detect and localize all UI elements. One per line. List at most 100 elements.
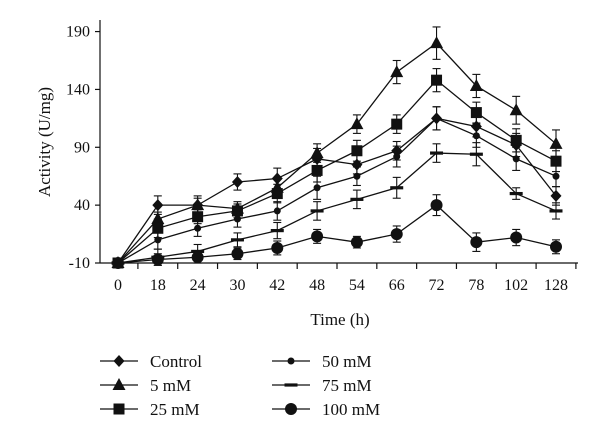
- data-point: [550, 240, 562, 253]
- data-point: [313, 184, 321, 192]
- data-point: [194, 224, 202, 232]
- data-point: [154, 236, 162, 244]
- x-tick-label: 30: [229, 277, 245, 294]
- x-tick-label: 42: [269, 277, 285, 294]
- series-line: [117, 79, 557, 264]
- legend-item: 75 mM: [272, 376, 372, 395]
- data-point: [430, 36, 444, 49]
- legend-label: 25 mM: [150, 400, 200, 419]
- legend-item: 25 mM: [100, 400, 200, 419]
- x-tick-label: 24: [190, 277, 206, 294]
- data-point: [350, 117, 364, 130]
- legend-marker: [287, 357, 295, 365]
- legend-label: 100 mM: [322, 400, 380, 419]
- legend-marker: [113, 403, 125, 415]
- x-tick-label: 78: [468, 277, 484, 294]
- data-point: [391, 118, 403, 130]
- data-point: [509, 103, 523, 116]
- data-point: [549, 209, 563, 213]
- x-tick-label: 66: [389, 277, 405, 294]
- chart-axes: -10 40 90 140 190 0 18 24 30 42 48 54 66 72 78 102 128: [66, 20, 578, 294]
- y-tick-label: 40: [74, 197, 90, 214]
- legend-marker: [284, 383, 298, 387]
- series-circle: [112, 194, 562, 269]
- data-point: [152, 222, 164, 234]
- data-point: [550, 155, 562, 167]
- legend-label: 75 mM: [322, 376, 372, 395]
- data-point: [231, 176, 243, 188]
- legend-item: Control: [100, 352, 202, 371]
- legend-marker: [285, 403, 297, 415]
- data-point: [151, 253, 164, 266]
- series-triangle: [111, 26, 563, 268]
- data-point: [192, 211, 204, 223]
- series-square: [112, 68, 562, 269]
- data-point: [549, 136, 563, 149]
- data-point: [152, 199, 164, 212]
- data-point: [271, 241, 284, 254]
- data-point: [390, 228, 403, 241]
- data-point: [151, 212, 165, 225]
- data-point: [230, 238, 244, 242]
- x-tick-label: 18: [150, 277, 166, 294]
- data-point: [472, 132, 480, 140]
- data-point: [351, 145, 363, 157]
- legend-label: 5 mM: [150, 376, 191, 395]
- data-point: [469, 152, 483, 156]
- data-point: [510, 231, 523, 244]
- data-point: [191, 198, 205, 211]
- data-point: [550, 189, 562, 202]
- chart-legend: Control 5 mM 25 mM 50 mM 75 mM 100 mM: [100, 352, 380, 419]
- legend-label: Control: [150, 352, 202, 371]
- data-point: [350, 236, 363, 249]
- data-point: [470, 236, 483, 249]
- data-point: [310, 146, 324, 159]
- x-tick-label: 72: [429, 277, 445, 294]
- legend-marker: [113, 355, 125, 367]
- data-point: [509, 191, 523, 196]
- x-tick-label: 102: [504, 277, 528, 294]
- data-point: [270, 229, 284, 233]
- x-axis-label: Time (h): [310, 310, 369, 329]
- y-tick-label: -10: [69, 255, 90, 272]
- data-point: [311, 164, 323, 176]
- legend-marker: [112, 378, 126, 390]
- legend-item: 50 mM: [272, 352, 372, 371]
- data-point: [469, 78, 483, 91]
- data-point: [310, 209, 324, 213]
- data-point: [430, 199, 443, 212]
- data-point: [433, 114, 441, 122]
- y-tick-label: 90: [74, 139, 90, 156]
- data-point: [390, 186, 404, 190]
- data-point: [552, 172, 560, 180]
- data-point: [512, 155, 520, 163]
- data-point: [470, 107, 482, 119]
- legend-label: 50 mM: [322, 352, 372, 371]
- series-line: [117, 42, 557, 264]
- series-small-circle: [114, 106, 560, 267]
- data-point: [510, 134, 522, 146]
- data-point: [350, 197, 364, 201]
- y-axis-label: Activity (U/mg): [35, 87, 54, 197]
- series-diamond: [112, 106, 562, 269]
- data-point: [233, 215, 241, 223]
- data-point: [191, 251, 204, 264]
- data-point: [311, 230, 324, 243]
- x-tick-label: 48: [309, 277, 325, 294]
- data-point: [430, 151, 444, 155]
- x-tick-label: 128: [544, 277, 568, 294]
- data-point: [353, 172, 361, 180]
- data-point: [393, 153, 401, 161]
- data-point: [271, 188, 283, 200]
- y-tick-label: 140: [66, 81, 90, 98]
- legend-item: 100 mM: [272, 400, 380, 419]
- series-line: [117, 204, 557, 264]
- series-line: [117, 152, 557, 264]
- data-point: [231, 247, 244, 260]
- y-tick-label: 190: [66, 24, 90, 41]
- x-tick-label: 0: [114, 277, 122, 294]
- data-point: [273, 207, 281, 215]
- legend-item: 5 mM: [100, 376, 191, 395]
- data-point: [112, 257, 124, 269]
